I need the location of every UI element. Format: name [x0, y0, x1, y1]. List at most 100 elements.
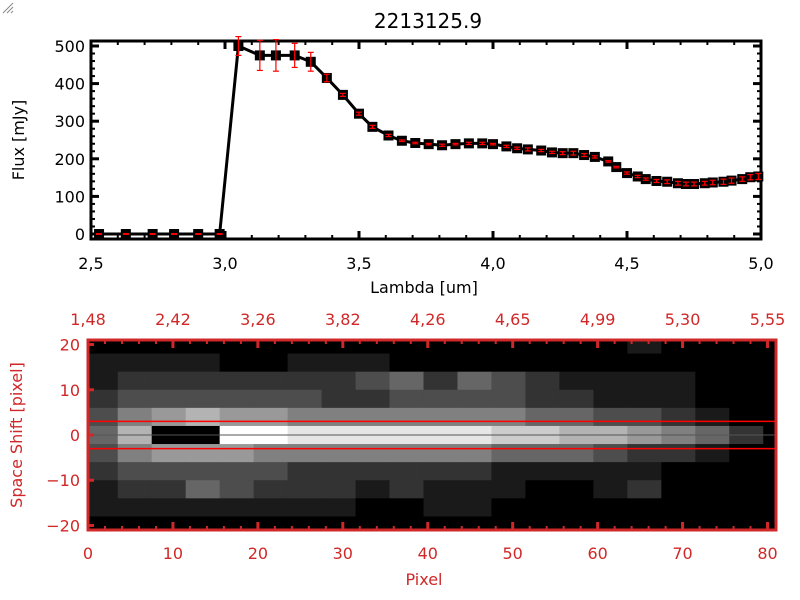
image-cell [253, 389, 289, 409]
space-shift-tick-label: −20 [46, 516, 80, 535]
image-cell [287, 353, 323, 373]
image-cell [185, 480, 221, 499]
resize-grip-icon[interactable] [0, 0, 14, 14]
image-cell [559, 462, 594, 481]
image-cell [321, 480, 357, 499]
image-cell [389, 371, 425, 391]
image-cell [117, 389, 153, 409]
image-cell [661, 498, 696, 517]
image-cell [88, 371, 119, 391]
pixel-tick-label: 20 [248, 544, 268, 563]
image-cell [491, 462, 526, 481]
image-cell [627, 498, 662, 517]
image-cell [627, 389, 662, 409]
image-cell [287, 340, 323, 355]
space-shift-tick-label: 0 [70, 426, 80, 445]
wavelength-tick-label: 5,55 [750, 310, 786, 329]
image-cell [457, 371, 492, 391]
image-cell [219, 480, 255, 499]
y-axis-label: Flux [mJy] [9, 100, 28, 181]
image-cell [88, 353, 119, 373]
image-cell [627, 516, 662, 531]
image-cell [763, 480, 777, 499]
image-cell [559, 444, 594, 463]
image-cell [695, 480, 730, 499]
space-shift-tick-label: 20 [60, 336, 80, 355]
x-tick-label: 5,0 [748, 254, 773, 273]
image-cell [88, 480, 119, 499]
y-tick-label: 0 [75, 225, 85, 244]
image-cell [185, 340, 221, 355]
image-cell [491, 340, 526, 355]
image-cell [253, 340, 289, 355]
wavelength-tick-label: 5,30 [665, 310, 701, 329]
image-cell [593, 444, 628, 463]
image-cell [593, 389, 628, 409]
image-cell [695, 389, 730, 409]
image-cell [729, 389, 764, 409]
image-cell [185, 498, 221, 517]
image-cell [491, 389, 526, 409]
space-shift-tick-label: 10 [60, 381, 80, 400]
image-cell [491, 371, 526, 391]
image-cell [151, 516, 187, 531]
image-cell [185, 444, 221, 463]
image-cell [117, 371, 153, 391]
pixel-tick-label: 0 [83, 544, 93, 563]
image-cell [627, 444, 662, 463]
image-cell [151, 462, 187, 481]
image-cell [593, 516, 628, 531]
image-cell [593, 340, 628, 355]
space-shift-tick-label: −10 [46, 471, 80, 490]
image-cell [695, 516, 730, 531]
image-cell [253, 371, 289, 391]
image-cell [287, 498, 323, 517]
image-cell [88, 407, 119, 427]
image-cell [593, 371, 628, 391]
image-cell [185, 462, 221, 481]
image-cell [355, 371, 391, 391]
image-cell [321, 340, 357, 355]
image-cell [423, 462, 458, 481]
image-cell [491, 480, 526, 499]
image-cell [389, 407, 425, 427]
image-cell [321, 462, 357, 481]
image-cell [593, 407, 628, 427]
pixel-tick-label: 80 [757, 544, 777, 563]
wavelength-tick-label: 4,65 [495, 310, 531, 329]
image-cell [729, 444, 764, 463]
image-cell [661, 353, 696, 373]
image-cell [763, 389, 777, 409]
pixel-tick-label: 60 [587, 544, 607, 563]
plot-frame [89, 39, 763, 241]
image-cell [253, 462, 289, 481]
image-cell [559, 340, 594, 355]
image-cell [88, 498, 119, 517]
image-cell [355, 516, 391, 531]
image-cell [88, 516, 119, 531]
image-cell [457, 498, 492, 517]
image-cell [661, 407, 696, 427]
image-cell [287, 407, 323, 427]
image-cell [321, 389, 357, 409]
image-cell [525, 516, 560, 531]
x-tick-label: 2,5 [78, 254, 103, 273]
image-cell [491, 516, 526, 531]
image-cell [355, 444, 391, 463]
image-cell [321, 353, 357, 373]
image-cell [185, 371, 221, 391]
image-cell [117, 462, 153, 481]
image-cell [695, 353, 730, 373]
image-cell [389, 498, 425, 517]
image-cell [389, 516, 425, 531]
image-cell [151, 353, 187, 373]
image-cell [491, 498, 526, 517]
image-cell [117, 498, 153, 517]
wavelength-tick-label: 1,48 [70, 310, 106, 329]
x-tick-label: 3,0 [212, 254, 237, 273]
image-cell [457, 389, 492, 409]
wavelength-tick-label: 3,82 [325, 310, 361, 329]
image-cell [219, 389, 255, 409]
pixel-tick-label: 40 [418, 544, 438, 563]
